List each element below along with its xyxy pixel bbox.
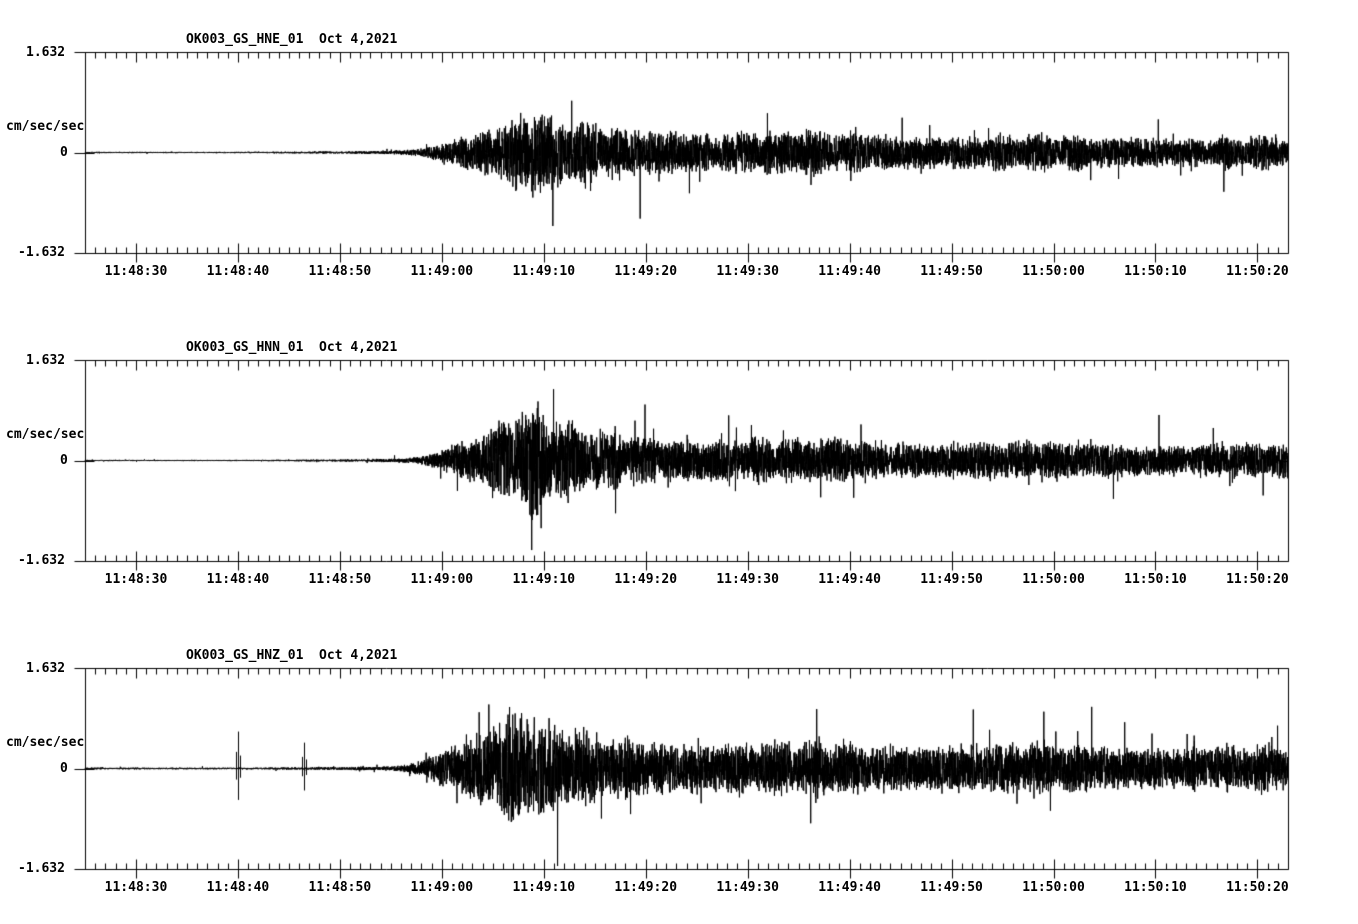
x-tick-label: 11:48:30: [104, 880, 168, 895]
x-tick-label: 11:48:40: [206, 880, 270, 895]
y-axis-unit-label-hne: cm/sec/sec: [6, 119, 85, 134]
y-tick-label-bottom-hnz: -1.632: [18, 861, 65, 876]
x-tick-label: 11:49:00: [410, 264, 474, 279]
x-tick-label: 11:49:40: [818, 264, 881, 279]
x-tick-label: 11:49:10: [512, 264, 576, 279]
x-tick-label: 11:49:00: [410, 880, 474, 895]
y-tick-label-mid-hnn: 0: [60, 453, 68, 468]
panel-title-hnz: OK003_GS_HNZ_01 Oct 4,2021: [186, 648, 398, 663]
y-axis-unit-label-hnz: cm/sec/sec: [6, 735, 85, 750]
x-tick-label: 11:50:00: [1022, 572, 1085, 587]
x-tick-label: 11:48:50: [308, 572, 372, 587]
x-tick-label: 11:50:00: [1022, 880, 1085, 895]
x-tick-label: 11:49:00: [410, 572, 474, 587]
y-tick-label-top-hnn: 1.632: [26, 353, 66, 368]
x-tick-label: 11:49:50: [920, 880, 983, 895]
x-tick-label: 11:48:40: [206, 264, 270, 279]
x-tick-label: 11:50:10: [1124, 880, 1187, 895]
waveform-canvas-hnn: [0, 308, 1358, 608]
x-tick-label: 11:50:00: [1022, 264, 1085, 279]
y-tick-label-top-hnz: 1.632: [26, 661, 66, 676]
y-axis-unit-label-hnn: cm/sec/sec: [6, 427, 85, 442]
y-tick-label-bottom-hne: -1.632: [18, 245, 65, 260]
y-tick-label-mid-hne: 0: [60, 145, 68, 160]
x-tick-label: 11:48:50: [308, 880, 372, 895]
x-tick-label: 11:49:30: [716, 572, 779, 587]
y-tick-label-bottom-hnn: -1.632: [18, 553, 65, 568]
x-tick-label: 11:50:20: [1226, 880, 1289, 895]
panel-title-hnn: OK003_GS_HNN_01 Oct 4,2021: [186, 340, 398, 355]
x-tick-label: 11:50:10: [1124, 264, 1187, 279]
panel-title-hne: OK003_GS_HNE_01 Oct 4,2021: [186, 32, 398, 47]
waveform-canvas-hnz: [0, 616, 1358, 924]
x-tick-label: 11:49:40: [818, 880, 881, 895]
x-tick-label: 11:48:30: [104, 264, 168, 279]
x-tick-label: 11:49:30: [716, 880, 779, 895]
x-tick-label: 11:49:30: [716, 264, 779, 279]
x-tick-label: 11:48:50: [308, 264, 372, 279]
seismogram-panel-hnn: OK003_GS_HNN_01 Oct 4,2021 1.632 cm/sec/…: [0, 308, 1358, 608]
x-tick-label: 11:50:10: [1124, 572, 1187, 587]
x-tick-label: 11:48:30: [104, 572, 168, 587]
x-tick-label: 11:49:20: [614, 880, 678, 895]
x-tick-label: 11:50:20: [1226, 264, 1289, 279]
seismogram-panel-hnz: OK003_GS_HNZ_01 Oct 4,2021 1.632 cm/sec/…: [0, 616, 1358, 924]
x-tick-label: 11:48:40: [206, 572, 270, 587]
x-tick-label: 11:50:20: [1226, 572, 1289, 587]
waveform-canvas-hne: [0, 0, 1358, 300]
x-tick-label: 11:49:50: [920, 572, 983, 587]
x-tick-label: 11:49:20: [614, 264, 678, 279]
x-tick-label: 11:49:40: [818, 572, 881, 587]
x-tick-label: 11:49:10: [512, 880, 576, 895]
x-tick-label: 11:49:20: [614, 572, 678, 587]
x-tick-label: 11:49:10: [512, 572, 576, 587]
seismogram-panel-hne: OK003_GS_HNE_01 Oct 4,2021 1.632 cm/sec/…: [0, 0, 1358, 300]
x-tick-label: 11:49:50: [920, 264, 983, 279]
y-tick-label-top-hne: 1.632: [26, 45, 66, 60]
y-tick-label-mid-hnz: 0: [60, 761, 68, 776]
